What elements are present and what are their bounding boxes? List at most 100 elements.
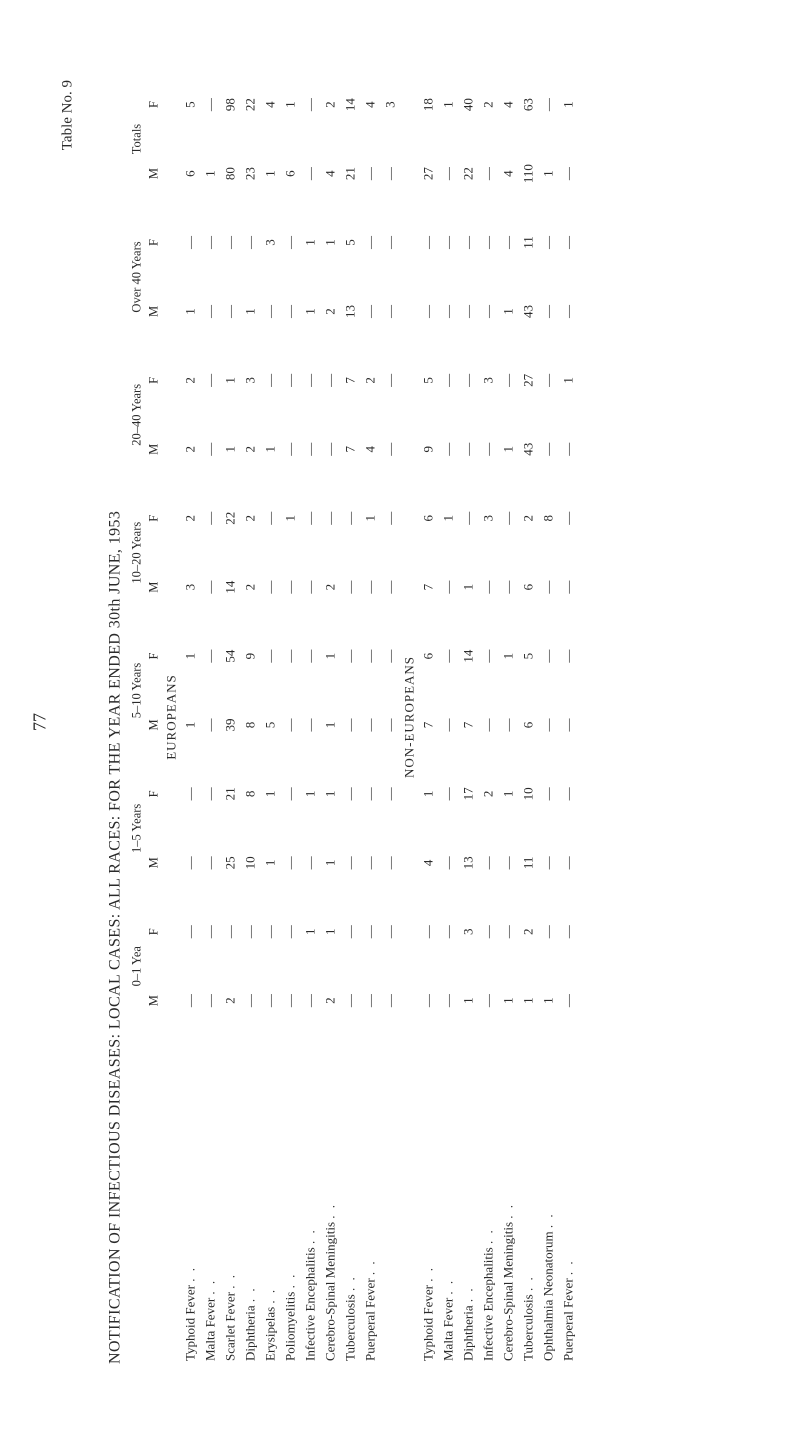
cell: — [301,70,321,139]
cell: — [181,897,201,966]
cell: — [459,484,479,553]
cell: 1 [281,70,301,139]
cell: — [539,553,559,622]
cell: 7 [341,346,361,415]
cell: 17 [459,759,479,828]
cell: 2 [519,484,539,553]
cell: — [559,828,579,897]
cell: 5 [341,208,361,277]
cell: 1 [499,277,519,346]
cell: — [539,346,559,415]
cell: — [201,759,221,828]
cell: — [281,622,301,691]
cell: — [261,346,281,415]
cell: 2 [181,484,201,553]
cell: 2 [321,966,341,1035]
cell: — [559,139,579,208]
cell: — [361,553,381,622]
disease-label: Infective Encephalitis . . [479,1035,499,1364]
cell: — [479,139,499,208]
cell: 7 [341,415,361,484]
table-row: Malta Fever . .———————1—————1 [439,70,459,1364]
cell: — [301,828,321,897]
cell: — [459,346,479,415]
cell: — [381,622,401,691]
cell: 1 [321,208,341,277]
cell: — [499,828,519,897]
cell: 6 [181,139,201,208]
cell: — [381,484,401,553]
cell: — [479,691,499,760]
cell: — [459,415,479,484]
table-number: Table No. 9 [60,70,77,1364]
cell: — [361,139,381,208]
cell: 7 [419,691,439,760]
cell: — [361,966,381,1035]
cell: — [201,277,221,346]
cell: — [201,415,221,484]
table-row: Cerebro-Spinal Meningitis . .2111112———2… [321,70,341,1364]
cell: — [439,277,459,346]
cell: 80 [221,139,241,208]
cell: — [241,897,261,966]
cell: — [221,208,241,277]
table-row: Puerperal Fever . .—————————1———1 [559,70,579,1364]
cell: 3 [479,346,499,415]
cell: — [459,277,479,346]
cell: — [381,828,401,897]
cell: 13 [341,277,361,346]
cell: 18 [419,70,439,139]
disease-label: Malta Fever . . [439,1035,459,1364]
cell: 1 [459,553,479,622]
cell: — [281,277,301,346]
cell: — [539,415,559,484]
title: NOTIFICATION OF INFECTIOUS DISEASES: LOC… [107,70,125,1364]
cell: — [559,897,579,966]
cell: — [341,553,361,622]
cell: 43 [519,277,539,346]
cell: — [181,208,201,277]
cell: — [341,828,361,897]
cell: — [381,208,401,277]
cell: 4 [499,139,519,208]
cell: 11 [519,828,539,897]
cell: — [539,759,559,828]
cell: — [201,70,221,139]
cell: 1 [261,415,281,484]
cell: — [439,966,459,1035]
cell: — [201,622,221,691]
cell: 43 [519,415,539,484]
cell: — [559,759,579,828]
table-row: Tuberculosis . .————————771352114 [341,70,361,1364]
cell: — [361,691,381,760]
cell: — [459,208,479,277]
cell: — [381,346,401,415]
cell: 1 [301,277,321,346]
cell: — [439,622,459,691]
disease-label: Erysipelas . . [261,1035,281,1364]
cell: — [301,622,321,691]
cell: — [439,759,459,828]
cell: — [361,897,381,966]
mf-f: F [146,897,163,966]
age-col-0: 0–1 Yea [129,897,146,1035]
cell: — [361,277,381,346]
cell: 2 [479,70,499,139]
cell: — [539,828,559,897]
cell: — [439,208,459,277]
cell: — [281,208,301,277]
table-row: Diphtheria . .1313177141—————2240 [459,70,479,1364]
cell: — [559,966,579,1035]
cell: 5 [181,70,201,139]
cell: 5 [261,691,281,760]
cell: — [221,277,241,346]
cell: 1 [559,70,579,139]
cell: 1 [281,484,301,553]
cell: — [439,828,459,897]
cell: — [341,484,361,553]
cell: — [181,966,201,1035]
cell: 6 [519,691,539,760]
cell: 5 [519,622,539,691]
cell: — [281,897,301,966]
cell: 1 [439,70,459,139]
